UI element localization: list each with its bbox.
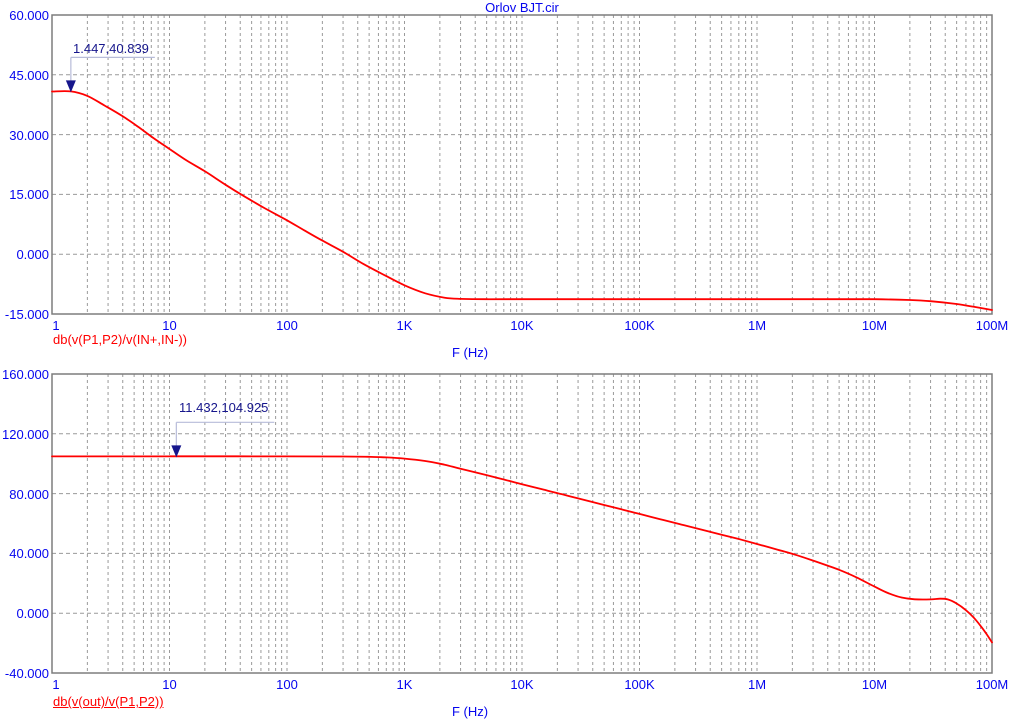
y-tick-label: 0.000 xyxy=(16,606,49,622)
y-tick-label: 40.000 xyxy=(9,546,49,562)
x-tick-label: 10 xyxy=(162,677,177,692)
x-tick-label: 10K xyxy=(510,677,534,692)
bottom-cursor-annotation[interactable]: 11.432,104.925 xyxy=(179,400,269,415)
gain-curve-0[interactable] xyxy=(51,90,993,311)
y-tick-label: 160.000 xyxy=(2,367,49,382)
x-tick-label: 1 xyxy=(52,318,60,333)
cursor-marker-triangle[interactable] xyxy=(65,80,76,93)
x-tick-label: 100M xyxy=(975,318,1009,333)
plot-border xyxy=(51,14,993,315)
plot-area-0 xyxy=(51,14,993,315)
bottom-plot-x-axis-label: F (Hz) xyxy=(451,704,489,719)
x-tick-label: 100K xyxy=(624,677,655,692)
y-tick-label: 120.000 xyxy=(2,426,49,442)
x-tick-label: 100 xyxy=(276,318,298,333)
curve-label-feedback-gain[interactable]: db(v(P1,P2)/v(IN+,IN-)) xyxy=(53,332,187,347)
y-tick-label: 0.000 xyxy=(16,247,49,263)
cursor-marker-triangle[interactable] xyxy=(171,445,182,458)
x-tick-label: 10K xyxy=(510,318,534,333)
plot-border xyxy=(51,373,993,674)
gain-curve-1[interactable] xyxy=(51,455,993,644)
x-tick-label: 1K xyxy=(396,677,413,692)
x-tick-label: 1K xyxy=(396,318,413,333)
y-tick-label: -40.000 xyxy=(4,666,49,681)
x-tick-label: 100K xyxy=(624,318,655,333)
x-tick-label: 1 xyxy=(52,677,60,692)
x-tick-label: 1M xyxy=(747,318,767,333)
x-tick-label: 10M xyxy=(861,318,888,333)
curve-label-open-loop-gain[interactable]: db(v(out)/v(P1,P2)) xyxy=(53,694,164,709)
x-tick-label: 100 xyxy=(276,677,298,692)
x-tick-label: 100M xyxy=(975,677,1009,692)
top-cursor-annotation[interactable]: 1.447,40.839 xyxy=(73,41,149,56)
top-plot-x-axis-label: F (Hz) xyxy=(451,345,489,360)
x-tick-label: 10 xyxy=(162,318,177,333)
y-tick-label: 15.000 xyxy=(9,187,49,203)
plot-area-1 xyxy=(51,373,993,674)
y-tick-label: 60.000 xyxy=(9,8,49,23)
y-tick-label: 30.000 xyxy=(9,127,49,143)
x-tick-label: 10M xyxy=(861,677,888,692)
y-tick-label: -15.000 xyxy=(4,307,49,322)
page-title: Orlov BJT.cir xyxy=(485,0,559,15)
x-tick-label: 1M xyxy=(747,677,767,692)
y-tick-label: 80.000 xyxy=(9,486,49,502)
y-tick-label: 45.000 xyxy=(9,67,49,83)
